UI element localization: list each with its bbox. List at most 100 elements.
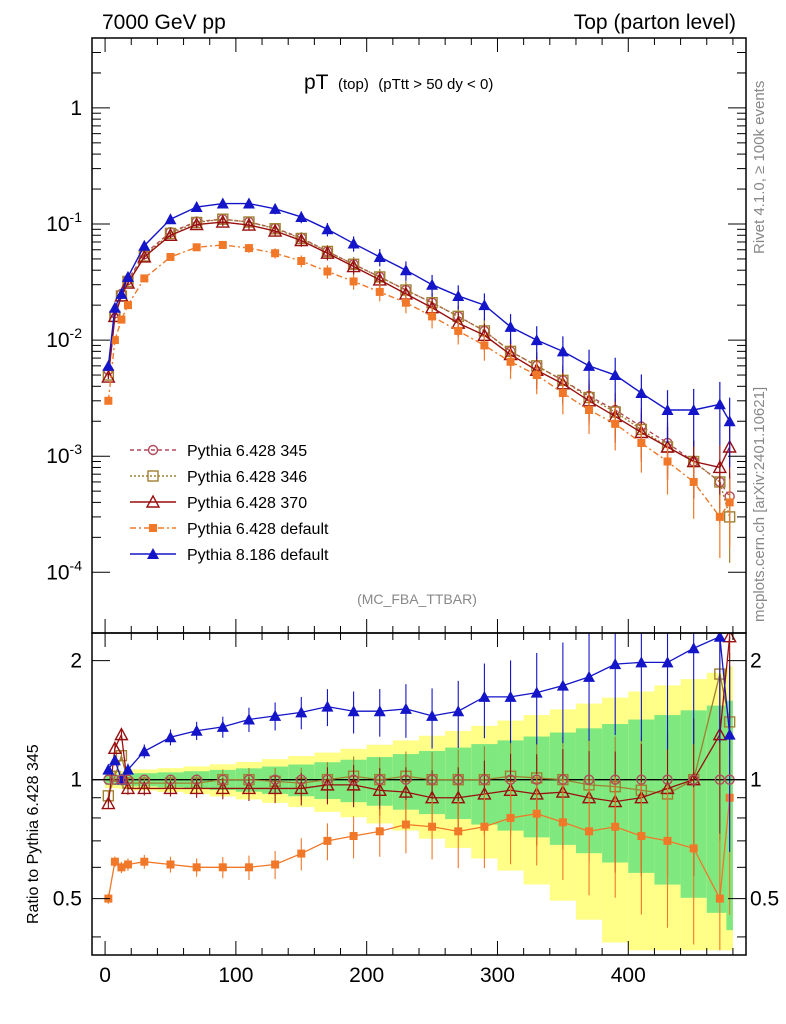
data-point	[556, 345, 569, 357]
data-point	[725, 498, 734, 507]
ratio-y-tick-label-left: 0.5	[53, 888, 82, 911]
ratio-point	[504, 690, 517, 702]
y-tick-label: 10-4	[46, 557, 82, 584]
ratio-point	[348, 774, 359, 785]
data-point	[166, 252, 175, 261]
x-tick-label: 0	[99, 964, 111, 987]
series-line	[107, 202, 731, 422]
ratio-point	[139, 774, 150, 785]
legend-marker	[147, 470, 159, 482]
legend-marker	[145, 494, 161, 508]
data-point	[140, 274, 149, 283]
data-point	[120, 275, 136, 289]
data-point	[241, 217, 257, 231]
data-point	[320, 245, 335, 259]
data-point	[102, 359, 115, 371]
ratio-point	[349, 832, 358, 841]
legend-entry-pythia-6-428-345: Pythia 6.428 345	[130, 443, 307, 460]
data-point	[687, 403, 700, 415]
data-point	[164, 213, 177, 225]
ratio-point	[190, 724, 203, 736]
ratio-y-label: Ratio to Pythia 6.428 345	[25, 744, 42, 924]
ratio-line	[107, 797, 731, 901]
ratio-point	[115, 749, 128, 762]
ratio-point	[585, 827, 594, 836]
ratio-point	[137, 780, 152, 795]
ratio-y-tick-label-right: 2	[750, 650, 762, 673]
data-point	[294, 233, 309, 247]
ratio-point	[296, 774, 307, 785]
series-pythia-8-186-default	[102, 197, 736, 468]
ratio-point	[452, 705, 465, 717]
axes: 0 100 200 300 400 1 10-1 10-2 10-3 10-4 0.5 0.5 1 1 2 2	[46, 37, 779, 987]
series-line	[107, 221, 731, 469]
plot-title-main: pT	[304, 71, 329, 94]
ratio-point	[505, 774, 516, 785]
ratio-point	[558, 818, 567, 827]
ratio-line	[107, 635, 731, 782]
series-pythia-6-428-345	[103, 213, 735, 543]
ratio-point	[557, 774, 569, 785]
ratio-point	[530, 686, 543, 698]
ratio-point	[320, 777, 335, 791]
series-line	[107, 218, 731, 497]
ratio-point	[662, 774, 673, 785]
ratio-point	[428, 822, 437, 831]
ratio-point	[108, 754, 121, 766]
data-point	[244, 244, 253, 253]
y-tick-label: 10-2	[46, 325, 82, 352]
ratio-point	[192, 863, 201, 872]
legend-entry-pythia-6-428-default: Pythia 6.428 default	[130, 521, 329, 538]
ratio-point	[715, 894, 724, 903]
ratio-point	[399, 702, 412, 714]
ratio-point	[687, 642, 700, 654]
legend: Pythia 6.428 345 Pythia 6.428 346 Pythia 6…	[130, 443, 329, 564]
x-tick-label: 400	[611, 964, 646, 987]
ratio-point	[375, 827, 384, 836]
data-point	[532, 371, 541, 380]
ratio-series	[92, 633, 746, 951]
ratio-series-pythia-6-428-default	[104, 728, 734, 951]
ratio-point	[506, 813, 515, 822]
ratio-series-pythia-8-186-default	[102, 633, 736, 852]
legend-marker	[147, 548, 159, 559]
ratio-point	[480, 822, 489, 831]
data-point	[583, 359, 596, 371]
header-left: 7000 GeV pp	[102, 11, 226, 34]
data-point	[713, 398, 726, 410]
y-tick-label: 10-3	[46, 441, 82, 468]
ratio-y-tick-label-left: 1	[70, 769, 82, 792]
data-point	[558, 389, 567, 398]
series-pythia-6-428-default	[104, 240, 734, 558]
ratio-point	[297, 849, 306, 858]
ratio-point	[374, 774, 385, 785]
data-point	[480, 341, 489, 350]
data-point	[115, 287, 128, 299]
ratio-point	[216, 720, 229, 732]
ratio-point	[295, 706, 308, 718]
ratio-point	[241, 780, 257, 795]
data-point	[138, 239, 151, 251]
ratio-point	[454, 827, 463, 836]
ratio-point	[267, 780, 283, 795]
ratio-point	[635, 656, 648, 668]
ratio-point	[531, 774, 542, 785]
data-point	[163, 227, 178, 241]
ratio-point	[610, 774, 621, 785]
ratio-point	[453, 774, 464, 785]
data-point	[242, 197, 255, 209]
ratio-series-reference	[103, 774, 735, 785]
data-point	[192, 243, 201, 252]
ratio-line	[107, 636, 731, 804]
data-point	[375, 287, 384, 296]
data-point	[137, 249, 152, 263]
ratio-point	[117, 863, 126, 872]
plot-title-sub1: (top)	[338, 76, 369, 93]
ratio-point	[244, 863, 253, 872]
ratio-point	[426, 774, 438, 785]
ratio-point	[400, 774, 412, 785]
ratio-point	[323, 836, 332, 845]
ratio-point	[583, 670, 596, 682]
legend-entry-pythia-6-428-346: Pythia 6.428 346	[130, 469, 307, 486]
